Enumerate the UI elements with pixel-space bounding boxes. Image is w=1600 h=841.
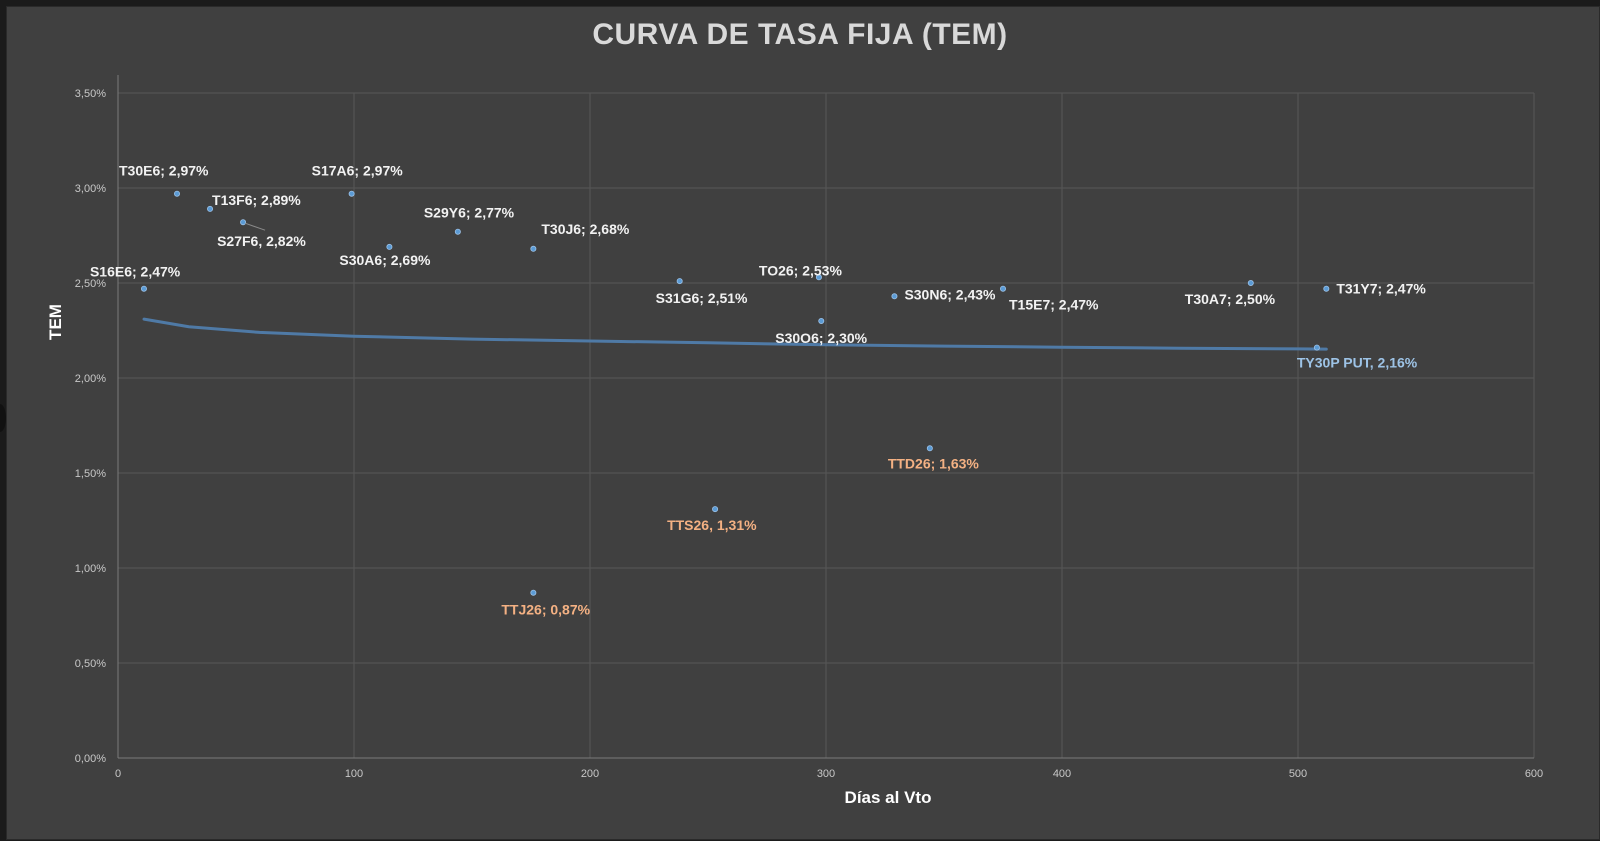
chart-frame bbox=[6, 6, 1600, 840]
x-tick-label: 500 bbox=[1289, 768, 1307, 780]
data-label: T15E7; 2,47% bbox=[1009, 297, 1099, 313]
x-tick-label: 600 bbox=[1525, 768, 1543, 780]
trendline bbox=[142, 317, 1328, 351]
x-tick-label: 0 bbox=[115, 768, 121, 780]
data-point bbox=[1323, 285, 1330, 292]
data-label: S16E6; 2,47% bbox=[90, 264, 181, 280]
y-tick-label: 3,00% bbox=[75, 183, 106, 195]
grid-lines bbox=[117, 92, 1535, 759]
y-tick-label: 1,00% bbox=[75, 563, 106, 575]
x-axis-title: Días al Vto bbox=[844, 788, 932, 807]
chart-title: CURVA DE TASA FIJA (TEM) bbox=[592, 18, 1008, 51]
data-label: S27F6, 2,82% bbox=[217, 233, 306, 249]
data-point bbox=[386, 243, 393, 250]
x-tick-label: 200 bbox=[581, 768, 599, 780]
leader-line bbox=[244, 222, 266, 231]
data-label: T30J6; 2,68% bbox=[541, 221, 629, 237]
y-tick-label: 0,00% bbox=[75, 753, 106, 765]
data-point bbox=[818, 317, 825, 324]
data-point bbox=[712, 506, 719, 513]
data-label: TY30P PUT, 2,16% bbox=[1297, 355, 1418, 371]
data-labels: S16E6; 2,47% T30E6; 2,97%T13F6; 2,89% S27F… bbox=[90, 163, 1426, 618]
y-tick-label: 3,50% bbox=[75, 88, 106, 100]
axes: 0,00% 0,50% 1,00% 1,50% 2,00% 2,50% 3,00% 3,50%… bbox=[75, 75, 1543, 780]
data-point bbox=[348, 190, 355, 197]
x-tick-label: 300 bbox=[817, 768, 835, 780]
data-point bbox=[454, 228, 461, 235]
data-label: T31Y7; 2,47% bbox=[1336, 281, 1426, 297]
data-label: S30A6; 2,69% bbox=[339, 252, 431, 268]
trendline-layer bbox=[142, 317, 1328, 351]
data-point bbox=[1000, 285, 1007, 292]
data-label: S31G6; 2,51% bbox=[656, 290, 748, 306]
data-point bbox=[140, 285, 147, 292]
data-label: TTS26, 1,31% bbox=[667, 517, 757, 533]
data-point bbox=[240, 219, 247, 226]
data-point bbox=[815, 274, 822, 281]
data-label: TTD26; 1,63% bbox=[888, 455, 980, 471]
data-label: T30E6; 2,97% bbox=[119, 163, 209, 179]
data-point bbox=[1313, 344, 1320, 351]
data-point bbox=[676, 278, 683, 285]
data-label: T13F6; 2,89% bbox=[212, 192, 301, 208]
data-label: TTJ26; 0,87% bbox=[501, 602, 590, 618]
data-label: T30A7; 2,50% bbox=[1185, 291, 1276, 307]
data-point bbox=[207, 205, 214, 212]
data-label: TO26; 2,53% bbox=[759, 262, 843, 278]
data-label: S30N6; 2,43% bbox=[904, 286, 996, 302]
data-point bbox=[530, 589, 537, 596]
x-tick-label: 100 bbox=[345, 768, 363, 780]
data-label: S17A6; 2,97% bbox=[312, 163, 404, 179]
y-tick-label: 2,50% bbox=[75, 278, 106, 290]
data-point bbox=[926, 445, 933, 452]
data-label: S29Y6; 2,77% bbox=[424, 205, 515, 221]
x-tick-label: 400 bbox=[1053, 768, 1071, 780]
data-point bbox=[1247, 279, 1254, 286]
data-point bbox=[173, 190, 180, 197]
edge-scroll-handle bbox=[0, 404, 6, 432]
data-point bbox=[891, 293, 898, 300]
data-point bbox=[530, 245, 537, 252]
y-tick-label: 0,50% bbox=[75, 658, 106, 670]
data-label: S30O6; 2,30% bbox=[775, 330, 867, 346]
y-tick-label: 2,00% bbox=[75, 373, 106, 385]
y-tick-label: 1,50% bbox=[75, 468, 106, 480]
data-points bbox=[140, 190, 1330, 596]
